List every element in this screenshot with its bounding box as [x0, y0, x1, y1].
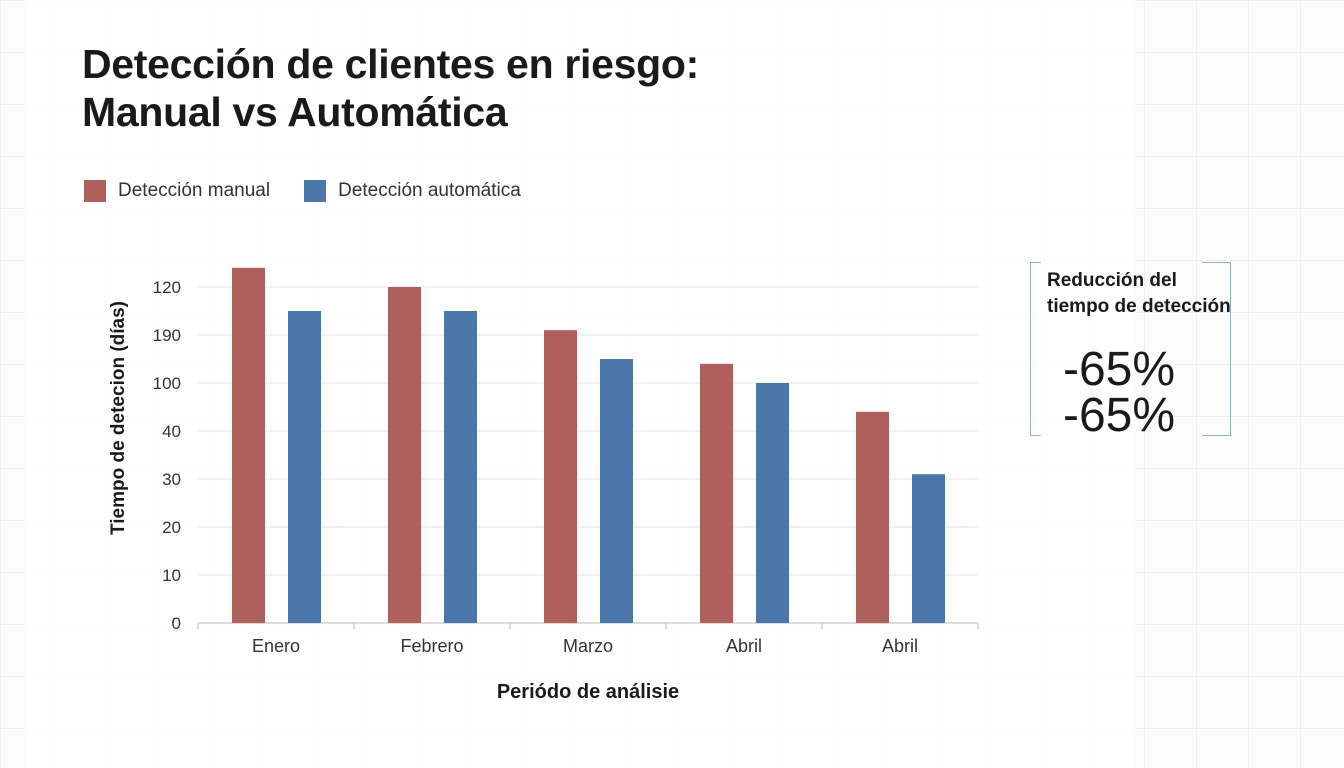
bar-automatic: [912, 474, 945, 623]
legend-label-automatic: Detección automática: [338, 180, 521, 201]
bar-manual: [388, 287, 421, 623]
y-tick-label: 190: [153, 326, 181, 345]
legend-swatch-automatic: [304, 180, 327, 202]
chart-title-line-1: Detección de clientes en riesgo:: [82, 41, 699, 87]
bar-automatic: [756, 383, 789, 623]
callout-title: Reducción del tiempo de detección: [1047, 268, 1231, 320]
bar-manual: [232, 267, 265, 623]
bar-manual: [700, 363, 733, 623]
legend-swatch-manual: [84, 180, 106, 202]
y-tick-label: 20: [162, 518, 181, 537]
legend-label-manual: Detección manual: [118, 180, 271, 201]
bar-automatic: [444, 311, 477, 623]
y-axis-title: Tiempo de detecion (días): [108, 301, 129, 535]
y-tick-label: 120: [153, 278, 181, 297]
x-axis-title: Periódo de análisie: [497, 681, 679, 703]
bar-automatic: [288, 311, 321, 623]
callout-value-2: -65%: [1063, 389, 1176, 442]
y-tick-label: 100: [153, 374, 181, 393]
callout-value-1: -65%: [1063, 343, 1176, 396]
chart-panel: [25, 0, 1135, 768]
x-tick-label: Abril: [726, 636, 762, 656]
x-tick-label: Enero: [252, 636, 300, 656]
y-tick-label: 0: [172, 614, 181, 633]
bar-automatic: [600, 359, 633, 623]
callout-title-line-1: Reducción del: [1047, 270, 1177, 291]
chart-title: Detección de clientes en riesgo: Manual …: [82, 40, 699, 136]
bar-manual: [544, 330, 577, 623]
callout-title-line-2: tiempo de detección: [1047, 296, 1231, 317]
legend-item-automatic: Detección automática: [304, 180, 521, 202]
legend-item-manual: Detección manual: [84, 180, 270, 202]
y-tick-label: 10: [162, 566, 181, 585]
y-tick-label: 30: [162, 470, 181, 489]
callout-right-bracket: [1202, 262, 1231, 436]
chart-title-line-2: Manual vs Automática: [82, 89, 508, 135]
x-tick-label: Febrero: [400, 636, 463, 656]
reduction-callout: Reducción del tiempo de detección -65% -…: [1030, 262, 1231, 440]
y-tick-label: 40: [162, 422, 181, 441]
x-tick-label: Abril: [882, 636, 918, 656]
x-tick-label: Marzo: [563, 636, 613, 656]
bar-manual: [856, 411, 889, 623]
legend: Detección manual Detección automática: [84, 180, 521, 202]
callout-left-bracket: [1030, 262, 1041, 436]
